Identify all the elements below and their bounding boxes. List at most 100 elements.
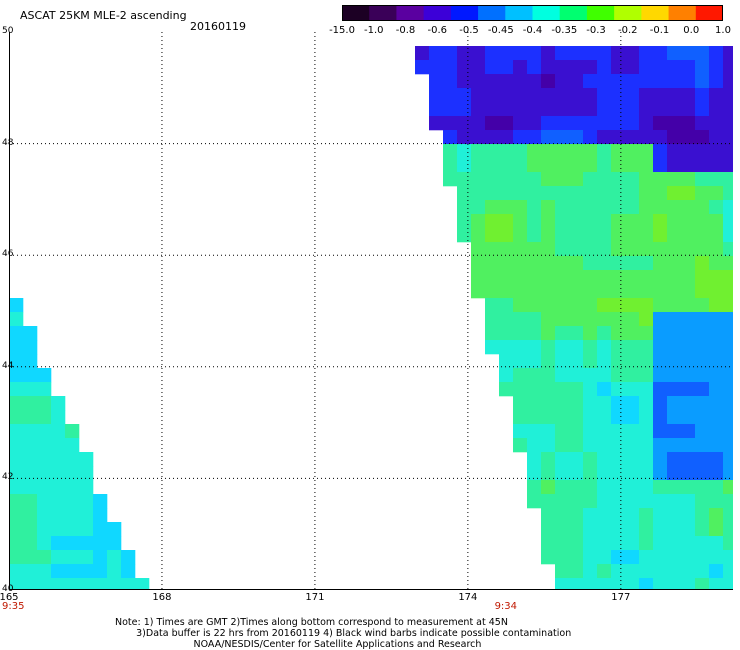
wind-cell <box>597 242 612 257</box>
wind-cell <box>541 46 556 61</box>
wind-cell <box>723 368 738 383</box>
wind-cell <box>653 340 668 355</box>
wind-cell <box>9 340 24 355</box>
wind-cell <box>667 396 682 411</box>
wind-cell <box>653 508 668 523</box>
wind-cell <box>625 354 640 369</box>
wind-cell <box>107 578 122 593</box>
wind-cell <box>513 60 528 75</box>
wind-cell <box>471 284 486 299</box>
wind-cell <box>541 60 556 75</box>
wind-cell <box>723 466 738 481</box>
wind-cell <box>723 284 738 299</box>
wind-cell <box>555 354 570 369</box>
wind-cell <box>37 438 52 453</box>
wind-cell <box>555 214 570 229</box>
wind-cell <box>709 536 724 551</box>
wind-cell <box>471 116 486 131</box>
wind-cell <box>107 564 122 579</box>
wind-cell <box>499 102 514 117</box>
wind-cell <box>541 410 556 425</box>
colorbar-label: -0.4 <box>522 25 543 36</box>
wind-cell <box>625 550 640 565</box>
wind-cell <box>625 368 640 383</box>
wind-cell <box>681 130 696 145</box>
wind-cell <box>555 186 570 201</box>
wind-cell <box>583 284 598 299</box>
wind-cell <box>625 508 640 523</box>
wind-cell <box>499 326 514 341</box>
wind-cell <box>681 172 696 187</box>
wind-cell <box>499 130 514 145</box>
wind-cell <box>429 46 444 61</box>
wind-cell <box>37 466 52 481</box>
wind-cell <box>611 340 626 355</box>
wind-cell <box>681 298 696 313</box>
wind-cell <box>9 480 24 495</box>
wind-cell <box>569 508 584 523</box>
wind-cell <box>513 144 528 159</box>
wind-cell <box>695 228 710 243</box>
wind-cell <box>695 74 710 89</box>
wind-cell <box>541 480 556 495</box>
wind-cell <box>723 536 738 551</box>
wind-cell <box>541 438 556 453</box>
wind-cell <box>667 186 682 201</box>
wind-cell <box>625 60 640 75</box>
wind-cell <box>471 130 486 145</box>
wind-cell <box>695 242 710 257</box>
wind-cell <box>597 452 612 467</box>
wind-cell <box>555 382 570 397</box>
wind-cell <box>485 172 500 187</box>
wind-cell <box>695 396 710 411</box>
wind-cell <box>639 228 654 243</box>
wind-cell <box>65 564 80 579</box>
wind-cell <box>569 452 584 467</box>
wind-cell <box>681 494 696 509</box>
wind-cell <box>611 410 626 425</box>
wind-cell <box>499 46 514 61</box>
wind-cell <box>723 172 738 187</box>
wind-cell <box>583 522 598 537</box>
wind-cell <box>695 60 710 75</box>
wind-cell <box>653 382 668 397</box>
wind-cell <box>471 158 486 173</box>
lat-tick-label: 40 <box>2 584 14 594</box>
wind-cell <box>625 256 640 271</box>
wind-cell <box>23 410 38 425</box>
wind-cell <box>569 382 584 397</box>
wind-cell <box>709 354 724 369</box>
wind-cell <box>569 228 584 243</box>
wind-cell <box>499 382 514 397</box>
wind-cell <box>499 200 514 215</box>
wind-cell <box>709 270 724 285</box>
wind-cell <box>709 382 724 397</box>
wind-cell <box>499 340 514 355</box>
wind-cell <box>527 116 542 131</box>
wind-cell <box>513 284 528 299</box>
wind-cell <box>51 466 66 481</box>
wind-cell <box>611 228 626 243</box>
wind-cell <box>667 200 682 215</box>
wind-cell <box>709 256 724 271</box>
wind-cell <box>485 60 500 75</box>
wind-cell <box>597 172 612 187</box>
wind-cell <box>611 564 626 579</box>
wind-cell <box>639 326 654 341</box>
wind-cell <box>555 284 570 299</box>
wind-cell <box>23 368 38 383</box>
wind-cell <box>541 270 556 285</box>
lat-tick-label: 44 <box>2 360 14 371</box>
wind-cell <box>513 256 528 271</box>
wind-cell <box>653 256 668 271</box>
map-date: 20160119 <box>190 20 246 33</box>
wind-cell <box>443 88 458 103</box>
wind-cell <box>583 256 598 271</box>
wind-cell <box>681 74 696 89</box>
wind-cell <box>597 578 612 593</box>
wind-cell <box>667 494 682 509</box>
wind-cell <box>9 298 24 313</box>
wind-cell <box>583 494 598 509</box>
colorbar <box>342 5 723 21</box>
colorbar-swatch <box>695 5 723 21</box>
